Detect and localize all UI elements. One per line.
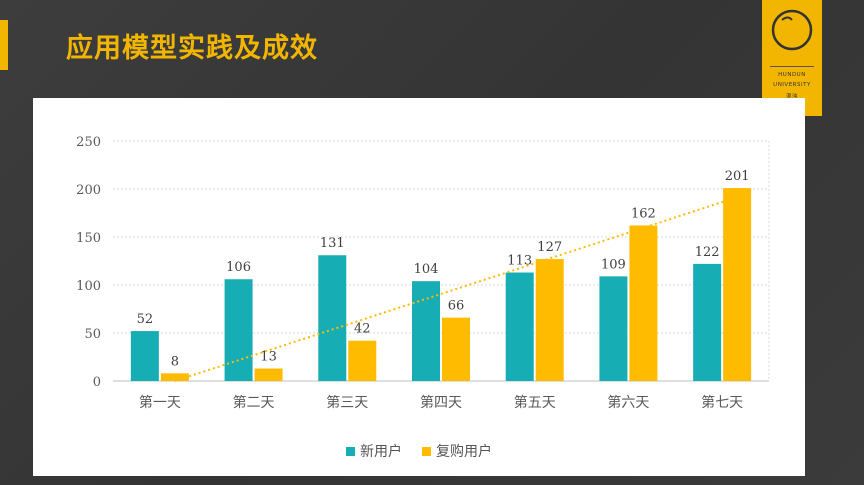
legend-label-new-users: 新用户 [360, 444, 402, 460]
slide-title: 应用模型实践及成效 [66, 33, 318, 64]
bar-repurchase-users [442, 317, 470, 381]
bar-repurchase-users [535, 259, 564, 381]
y-tick-label: 100 [76, 279, 101, 294]
y-tick-label: 250 [76, 135, 101, 150]
data-label: 66 [448, 299, 465, 314]
data-label: 8 [171, 354, 179, 369]
data-label: 104 [414, 262, 439, 277]
x-tick-label: 第五天 [514, 394, 556, 411]
hundun-logo: HUNDUN UNIVERSITY 混沌 [762, 0, 822, 116]
data-label: 106 [226, 260, 251, 275]
data-label: 201 [725, 169, 750, 184]
bar-repurchase-users [254, 368, 283, 381]
bar-new-users [693, 263, 722, 381]
logo-text-1: HUNDUN [778, 72, 806, 78]
chart-legend: 新用户 复购用户 [33, 441, 805, 461]
x-tick-label: 第四天 [420, 394, 462, 411]
y-tick-label: 150 [76, 231, 101, 246]
bar-new-users [412, 281, 440, 381]
legend-label-repurchase-users: 复购用户 [436, 444, 492, 460]
data-label: 13 [260, 350, 277, 365]
chart-panel: 0 50 100 150 200 250 52 8 第一天 106 13 第二天 131 42 第三天 104… [33, 98, 805, 476]
y-tick-label: 50 [84, 327, 101, 342]
data-label: 122 [695, 245, 720, 260]
logo-circle-icon [771, 9, 813, 51]
x-tick-label: 第六天 [607, 394, 649, 411]
bar-new-users [599, 276, 628, 381]
bar-repurchase-users [723, 188, 752, 381]
bar-new-users [130, 331, 159, 381]
bar-new-users [224, 279, 253, 381]
legend-swatch-new-users [346, 446, 355, 456]
data-label: 52 [137, 312, 154, 327]
logo-text-3: 混沌 [785, 94, 798, 100]
legend-swatch-repurchase-users [422, 446, 431, 456]
data-label: 127 [537, 240, 562, 255]
x-tick-label: 第一天 [139, 394, 181, 411]
x-tick-label: 第三天 [326, 394, 368, 411]
x-tick-label: 第七天 [701, 394, 743, 411]
bar-chart: 0 50 100 150 200 250 52 8 第一天 106 13 第二天 131 42 第三天 104… [76, 135, 770, 411]
legend-item-new-users: 新用户 [346, 441, 402, 461]
y-tick-label: 200 [76, 183, 101, 198]
data-label: 162 [631, 206, 656, 221]
bar-repurchase-users [348, 340, 377, 381]
title-accent-bar [0, 20, 8, 70]
data-label: 131 [320, 236, 345, 251]
data-label: 42 [354, 322, 371, 337]
bar-repurchase-users [160, 373, 189, 381]
y-tick-label: 0 [93, 375, 101, 390]
logo-divider [770, 66, 814, 67]
data-label: 113 [507, 254, 532, 269]
bar-repurchase-users [629, 225, 658, 381]
legend-item-repurchase-users: 复购用户 [422, 441, 492, 461]
data-label: 109 [601, 257, 626, 272]
x-tick-label: 第二天 [233, 394, 275, 411]
bar-new-users [318, 255, 347, 381]
bar-new-users [505, 272, 534, 381]
trendline-repurchase-users [174, 196, 738, 382]
logo-text-2: UNIVERSITY [773, 82, 811, 88]
